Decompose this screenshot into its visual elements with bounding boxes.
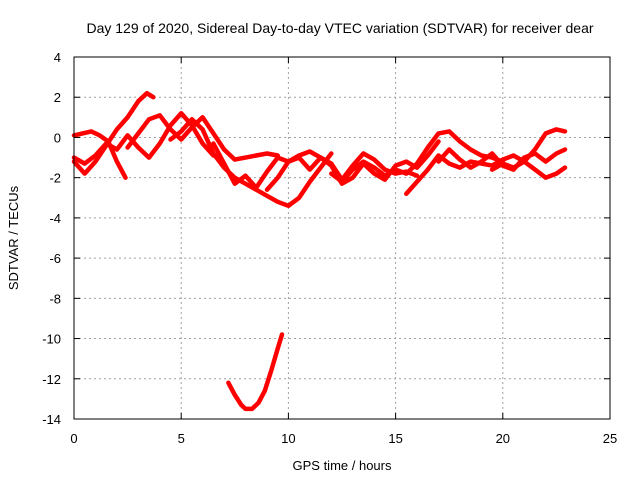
x-tick-label: 15 (388, 431, 402, 446)
y-tick-label: -2 (49, 171, 61, 186)
x-tick-labels: 0 5 10 15 20 25 (70, 431, 617, 446)
y-tick-label: 4 (54, 50, 61, 65)
x-tick-label: 0 (70, 431, 77, 446)
x-tick-label: 25 (603, 431, 617, 446)
series-line-track-d (125, 113, 280, 162)
x-tick-label: 10 (281, 431, 295, 446)
x-tick-label: 20 (496, 431, 510, 446)
series-line-track-a (71, 90, 156, 176)
y-axis-label: SDTVAR / TECUs (6, 185, 21, 290)
y-tick-labels: -14 -12 -10 -8 -6 -4 -2 0 2 4 (42, 50, 61, 427)
series-line-track-f (211, 141, 420, 190)
axis-ticks (73, 56, 611, 420)
series-line-track-b (71, 129, 128, 180)
y-tick-label: 0 (54, 130, 61, 145)
series-line-track-e (168, 117, 334, 209)
gridlines (74, 57, 610, 419)
series-line-track-i (404, 127, 568, 197)
series-line-track-g (264, 139, 441, 192)
y-tick-label: 2 (54, 90, 61, 105)
x-axis-label: GPS time / hours (293, 458, 392, 473)
series-line-track-l (226, 332, 285, 412)
series-line-track-k (489, 159, 568, 180)
y-tick-label: -12 (42, 372, 61, 387)
y-tick-label: -8 (49, 291, 61, 306)
y-tick-label: -6 (49, 251, 61, 266)
x-tick-label: 5 (178, 431, 185, 446)
y-tick-label: -4 (49, 211, 61, 226)
y-tick-label: -14 (42, 412, 61, 427)
series-group (71, 90, 568, 412)
chart-title: Day 129 of 2020, Sidereal Day-to-day VTE… (86, 20, 593, 36)
series-line-track-h (329, 129, 506, 184)
plot-frame (73, 56, 611, 420)
y-tick-label: -10 (42, 332, 61, 347)
